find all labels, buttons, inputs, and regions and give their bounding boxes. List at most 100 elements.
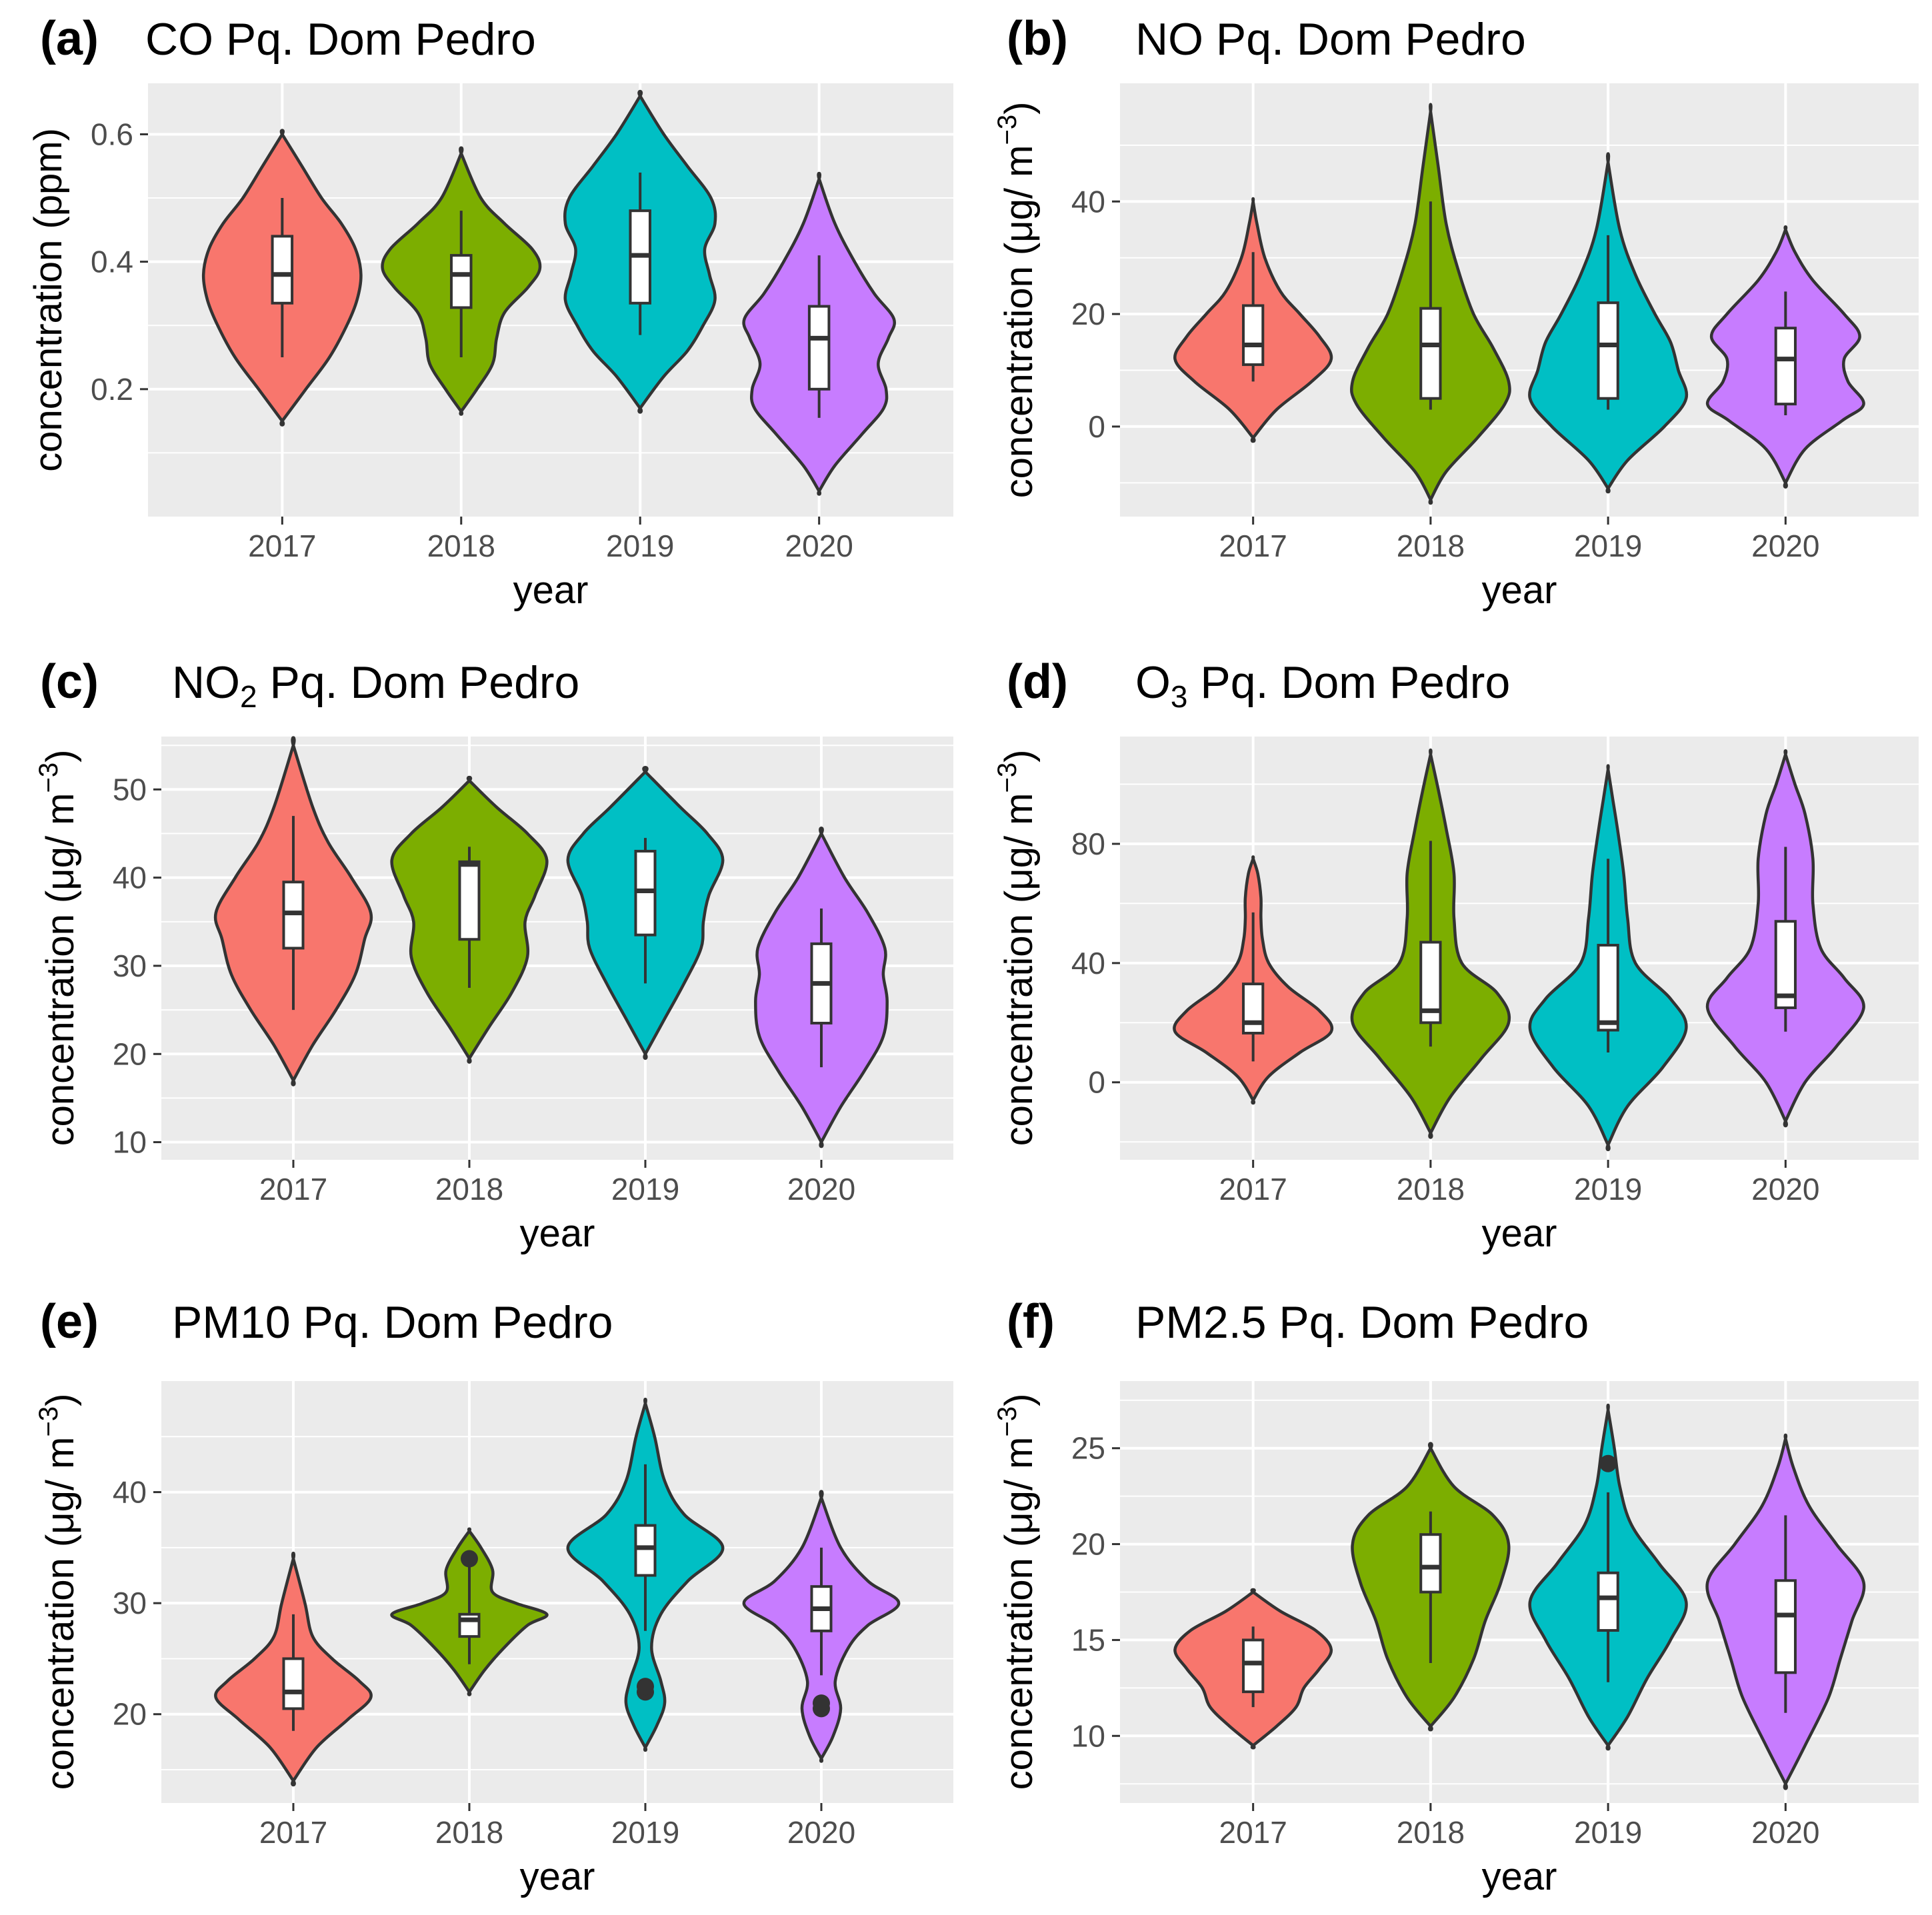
chart-panel-2: 0 20 40 2017 2018 2019 2020 (b) NO Pq. Dom Pedro… [993,12,1919,612]
y-tick-label: 10 [1071,1718,1105,1753]
y-tick-label: 40 [113,861,147,895]
ylabel-main: concentration (ppm) [27,128,70,472]
y-tick-label: 0 [1088,409,1105,444]
y-tick-label: 30 [113,949,147,983]
ylabel-main: concentration (μg/ m [39,793,82,1146]
box-2020 [1774,327,1797,406]
ylabel-superscript: −3 [34,1406,63,1437]
panel-letter: (a) [40,12,99,65]
y-tick-label: 20 [1071,1527,1105,1562]
panel-title: CO Pq. Dom Pedro [145,14,536,65]
box-2019 [1597,944,1619,1032]
title-subscript: 3 [1171,679,1188,714]
y-tick-label: 20 [113,1036,147,1071]
title-rest: Pq. Dom Pedro [1203,14,1526,65]
ylabel-close: ) [39,750,82,763]
box-2017 [271,235,294,305]
panel-letter: (b) [1007,12,1068,65]
x-tick-label: 2017 [259,1815,327,1850]
ylabel-main: concentration (μg/ m [997,793,1041,1146]
y-tick-label: 40 [1071,184,1105,219]
x-axis-title: year [513,569,589,612]
panel-title: PM2.5 Pq. Dom Pedro [1135,1297,1589,1348]
ylabel-superscript: −3 [34,763,63,793]
title-subscript: 2 [240,679,257,714]
panel-letter: (c) [40,655,99,709]
y-tick-label: 0.4 [91,245,133,279]
title-main: NO [1135,14,1203,65]
chart-panel-4: 0 40 80 2017 2018 2019 2020 (d) O3 Pq. Dom Pedro… [993,655,1919,1255]
y-axis-title: concentration (μg/ m−3) [34,1394,82,1790]
box-2018 [450,254,473,309]
title-main: CO [145,14,213,65]
panel-title: O3 Pq. Dom Pedro [1135,657,1510,714]
box-2017 [1242,304,1265,367]
chart-panel-6: 10 15 20 25 2017 2018 2019 2020 (f) PM2.5 Pq. Dom… [993,1295,1919,1898]
x-tick-label: 2020 [787,1172,855,1206]
x-tick-label: 2019 [606,529,674,563]
x-tick-label: 2017 [259,1172,327,1206]
x-tick-label: 2020 [787,1815,855,1850]
title-main: NO [172,657,240,708]
chart-panel-5: 20 30 40 2017 2018 2019 2020 (e) PM10 Pq. Dom Pe… [34,1295,953,1898]
panel-letter: (f) [1007,1295,1055,1348]
x-tick-label: 2020 [1751,529,1819,563]
x-tick-label: 2018 [427,529,495,563]
y-tick-label: 50 [113,772,147,807]
box-2020 [807,305,831,391]
box-2018 [1419,1533,1442,1594]
title-rest: Pq. Dom Pedro [213,14,536,65]
x-axis-title: year [1482,1855,1557,1898]
outlier-point [1599,1454,1617,1472]
ylabel-superscript: −3 [993,1406,1022,1437]
x-axis-title: year [1482,1212,1557,1255]
chart-panel-3: 10 20 30 40 50 2017 2018 2019 2020 (c) NO2 Pq. Dom… [34,655,953,1255]
box-2017 [1242,1638,1265,1694]
y-tick-label: 0.2 [91,372,133,407]
chart-panel-1: 0.2 0.4 0.6 2017 2018 2019 2020 (a) CO Pq. Dom P… [27,12,953,612]
x-tick-label: 2017 [1219,529,1287,563]
x-tick-label: 2017 [248,529,316,563]
x-axis-title: year [520,1855,595,1898]
x-tick-label: 2017 [1219,1172,1287,1206]
y-axis-title: concentration (μg/ m−3) [993,1394,1041,1790]
y-axis-title: concentration (ppm) [27,128,70,472]
title-main: O [1135,657,1171,708]
y-tick-label: 25 [1071,1431,1105,1466]
y-tick-label: 0.6 [91,117,133,151]
box-2017 [1242,982,1265,1034]
x-tick-label: 2018 [435,1172,503,1206]
y-tick-label: 30 [113,1586,147,1620]
box-2017 [282,1657,305,1710]
x-tick-label: 2018 [1397,1815,1465,1850]
y-tick-label: 10 [113,1125,147,1160]
title-rest: Pq. Dom Pedro [1267,1297,1589,1348]
x-axis-title: year [1482,569,1557,612]
x-tick-label: 2019 [611,1172,679,1206]
box-2018 [458,860,481,941]
x-tick-label: 2020 [1751,1172,1819,1206]
x-tick-label: 2018 [1397,529,1465,563]
panel-title: NO Pq. Dom Pedro [1135,14,1526,65]
title-main: PM10 [172,1297,291,1348]
x-tick-label: 2019 [611,1815,679,1850]
panel-title: PM10 Pq. Dom Pedro [172,1297,613,1348]
ylabel-close: ) [997,1394,1041,1406]
ylabel-close: ) [997,750,1041,763]
title-rest: Pq. Dom Pedro [257,657,580,708]
ylabel-main: concentration (μg/ m [997,1437,1041,1790]
ylabel-main: concentration (μg/ m [39,1437,82,1790]
x-tick-label: 2019 [1574,1172,1642,1206]
ylabel-close: ) [39,1394,82,1406]
outlier-point [461,1550,478,1568]
ylabel-close: ) [997,102,1041,115]
y-tick-label: 80 [1071,827,1105,861]
y-tick-label: 40 [1071,946,1105,980]
y-axis-title: concentration (μg/ m−3) [34,750,82,1146]
y-axis-title: concentration (μg/ m−3) [993,750,1041,1146]
title-rest: Pq. Dom Pedro [291,1297,613,1348]
box-2020 [1774,920,1797,1009]
title-rest: Pq. Dom Pedro [1188,657,1511,708]
x-tick-label: 2018 [1397,1172,1465,1206]
